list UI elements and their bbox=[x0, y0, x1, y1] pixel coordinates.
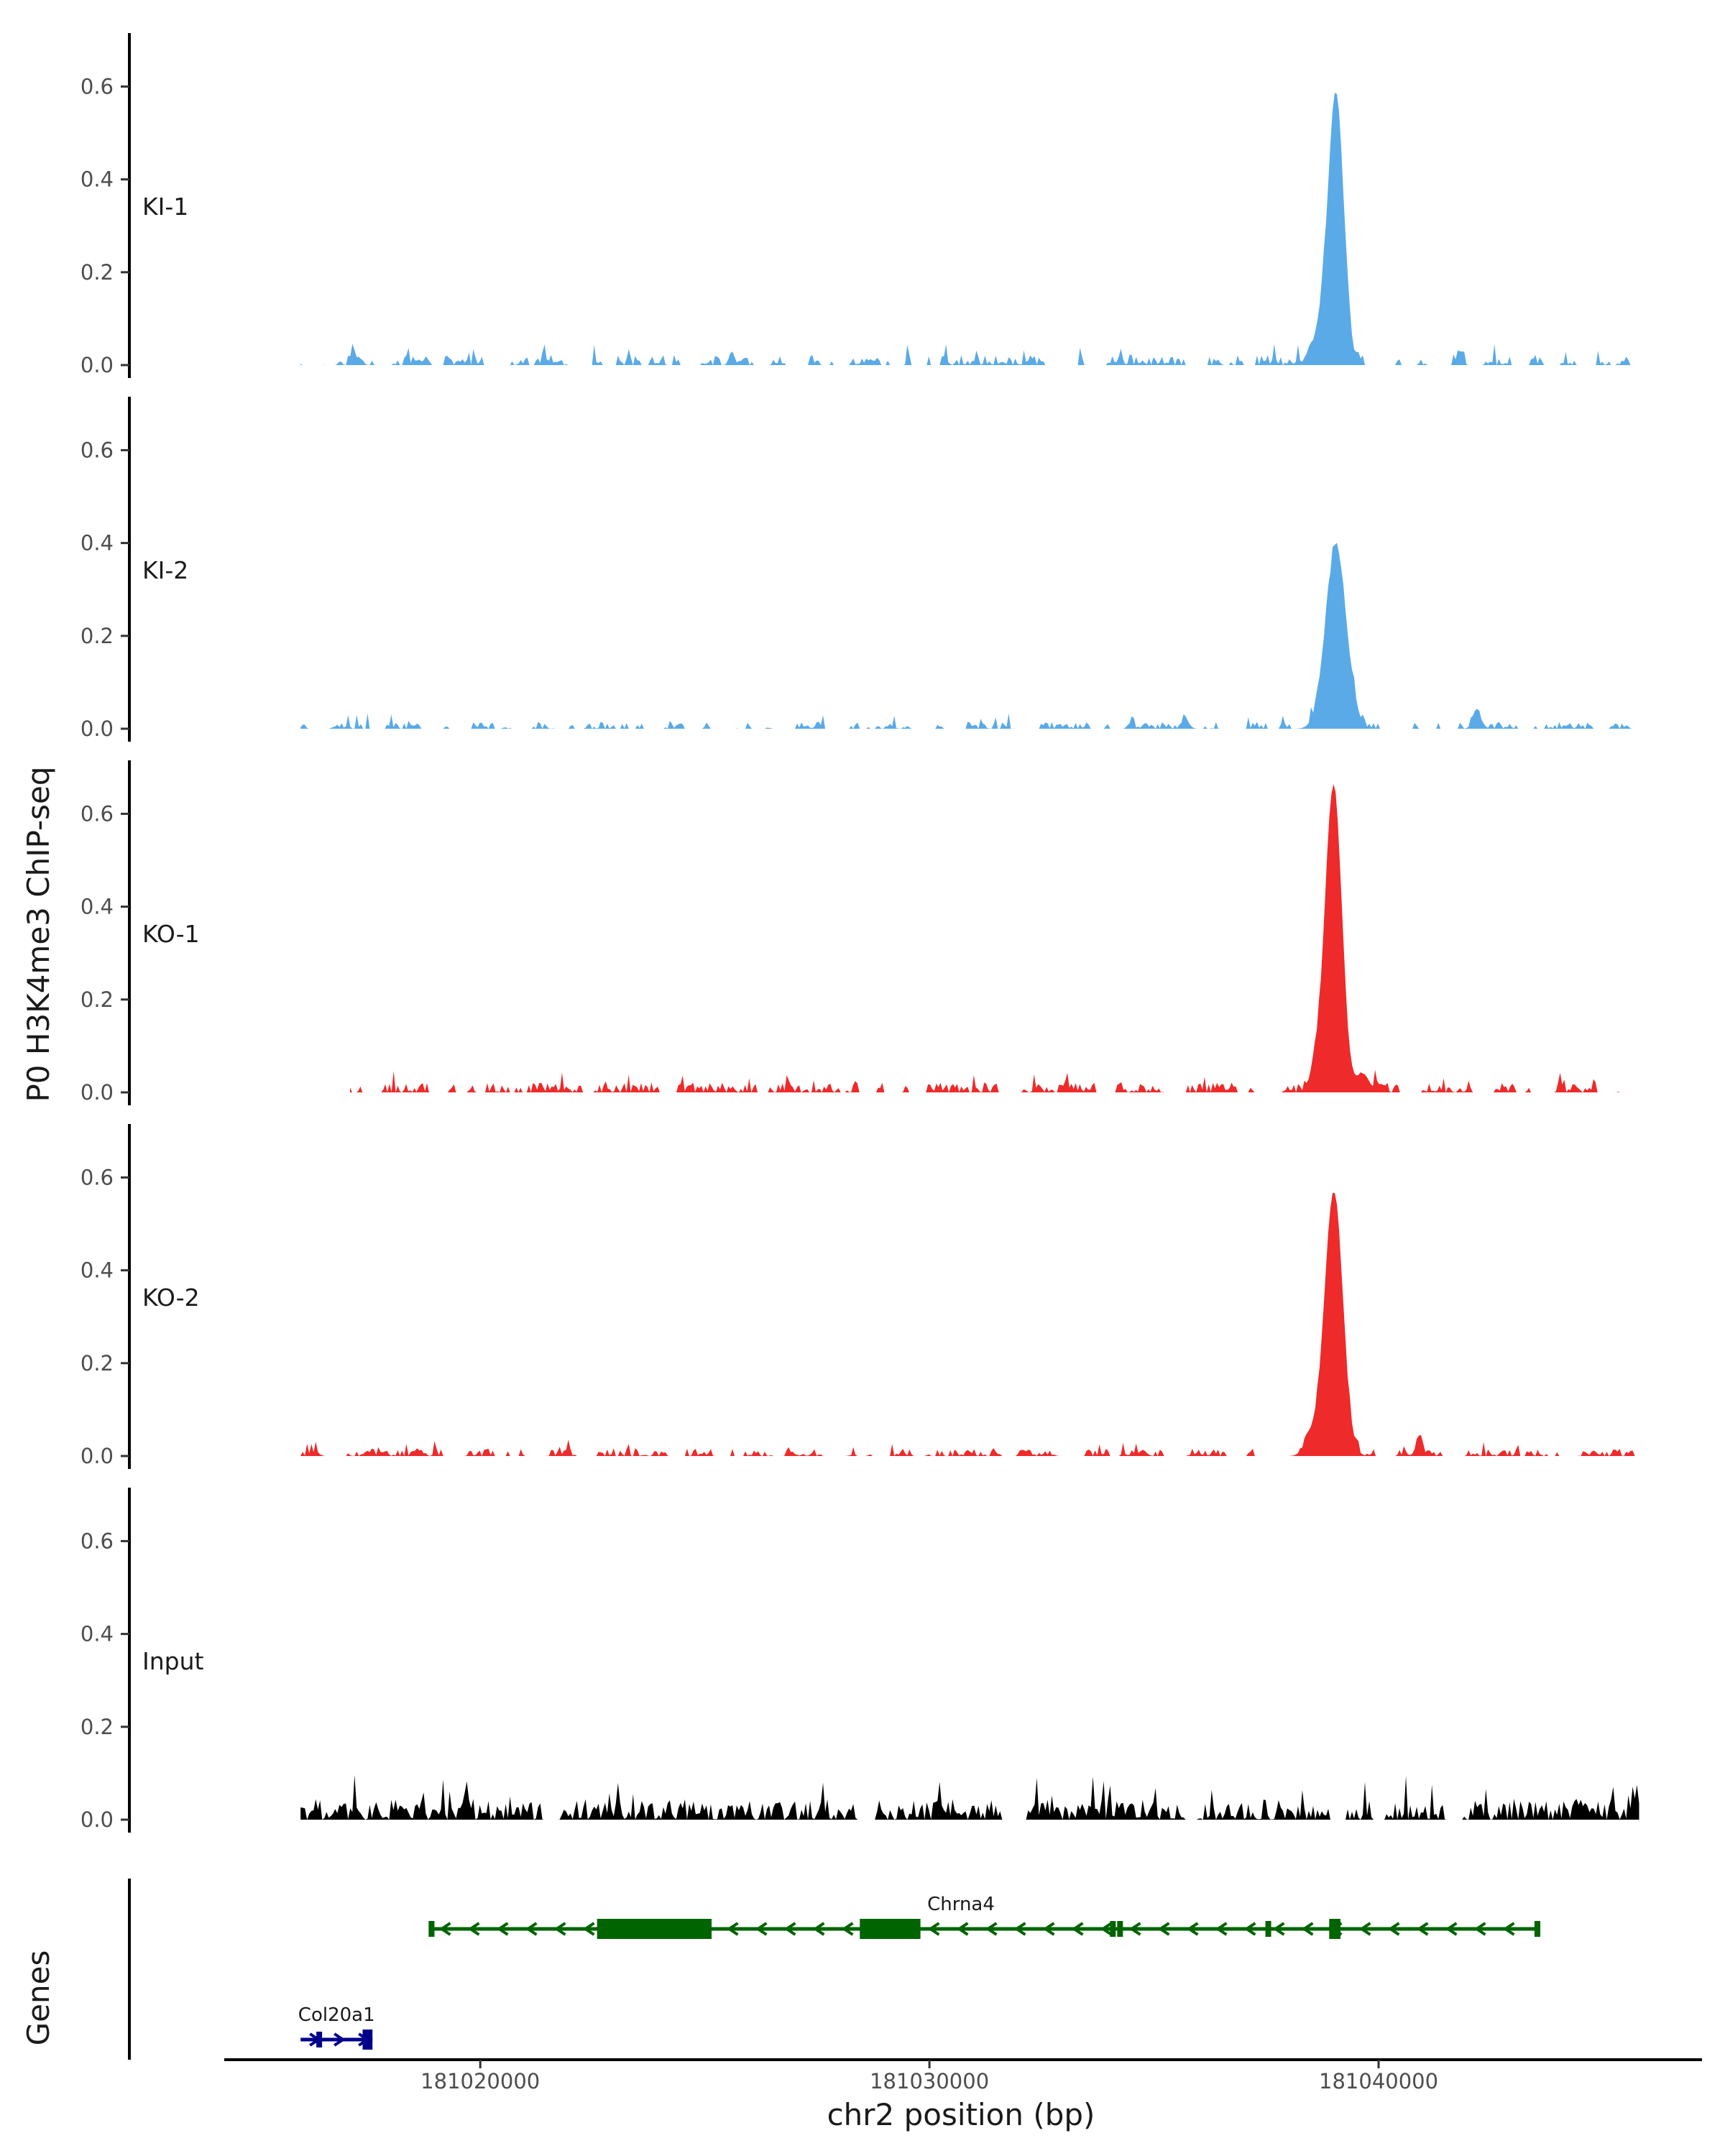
y-tick-label: 0.6 bbox=[80, 74, 114, 98]
x-tick-label: 181030000 bbox=[870, 2069, 989, 2093]
strand-arrow bbox=[841, 1922, 854, 1936]
signal-area bbox=[300, 543, 1639, 729]
strand-arrow bbox=[1387, 1922, 1400, 1936]
y-tick-label: 0.0 bbox=[80, 1444, 114, 1468]
strand-arrow bbox=[582, 1922, 595, 1936]
strand-arrow bbox=[812, 1922, 825, 1936]
strand-arrow bbox=[1013, 1922, 1026, 1936]
gene-exon bbox=[1329, 1919, 1340, 1939]
strand-arrow bbox=[334, 2032, 346, 2047]
strand-arrow bbox=[467, 1922, 480, 1936]
x-tick-label: 181020000 bbox=[420, 2069, 540, 2093]
y-tick-label: 0.4 bbox=[80, 895, 114, 919]
y-tick-label: 0.0 bbox=[80, 717, 114, 741]
y-tick-label: 0.0 bbox=[80, 1807, 114, 1832]
y-tick-label: 0.2 bbox=[80, 260, 114, 285]
y-tick-label: 0.2 bbox=[80, 987, 114, 1012]
gene-exon bbox=[597, 1919, 712, 1939]
gene-exon bbox=[1534, 1921, 1541, 1937]
gene-exon bbox=[316, 2032, 323, 2047]
strand-arrow bbox=[1042, 1922, 1055, 1936]
strand-arrow bbox=[1100, 1922, 1113, 1936]
genes-track-label: Genes bbox=[21, 1950, 56, 2046]
strand-arrow bbox=[438, 1922, 451, 1936]
strand-arrow bbox=[726, 1922, 739, 1936]
strand-arrow bbox=[1301, 1922, 1314, 1936]
gene-exon bbox=[1110, 1921, 1116, 1937]
signal-area bbox=[350, 784, 1639, 1092]
track-label: KI-2 bbox=[142, 556, 188, 584]
x-axis-title: chr2 position (bp) bbox=[827, 2097, 1095, 2132]
y-tick-label: 0.6 bbox=[80, 438, 114, 462]
gene-exon bbox=[1117, 1921, 1123, 1937]
y-tick-label: 0.2 bbox=[80, 1351, 114, 1376]
strand-arrow bbox=[956, 1922, 969, 1936]
x-tick-label: 181040000 bbox=[1319, 2069, 1438, 2093]
gene-chrna4: Chrna4 bbox=[428, 1894, 1541, 1939]
signal-area bbox=[300, 93, 1639, 365]
signal-area bbox=[300, 1774, 1639, 1820]
y-axis-title: P0 H3K4me3 ChIP-seq bbox=[21, 766, 56, 1102]
y-tick-label: 0.4 bbox=[80, 1258, 114, 1283]
y-tick-label: 0.6 bbox=[80, 801, 114, 826]
track-label: Input bbox=[142, 1647, 204, 1675]
y-tick-label: 0.4 bbox=[80, 167, 114, 192]
gene-exon bbox=[1265, 1921, 1271, 1937]
track-ko-1: 0.0 0.2 0.4 0.6 KO-1 bbox=[80, 760, 1639, 1105]
track-label: KI-1 bbox=[142, 193, 188, 221]
gene-exon bbox=[860, 1919, 921, 1939]
strand-arrow bbox=[1071, 1922, 1084, 1936]
strand-arrow bbox=[1243, 1922, 1256, 1936]
strand-arrow bbox=[1358, 1922, 1371, 1936]
strand-arrow bbox=[1157, 1922, 1170, 1936]
gene-col20a1: Col20a1 bbox=[298, 2004, 375, 2050]
strand-arrow bbox=[927, 1922, 940, 1936]
track-ko-2: 0.0 0.2 0.4 0.6 KO-2 bbox=[80, 1124, 1639, 1469]
y-tick-label: 0.2 bbox=[80, 1715, 114, 1739]
strand-arrow bbox=[755, 1922, 768, 1936]
y-tick-label: 0.4 bbox=[80, 1622, 114, 1646]
gene-exon bbox=[428, 1921, 435, 1937]
strand-arrow bbox=[1215, 1922, 1228, 1936]
y-tick-label: 0.0 bbox=[80, 353, 114, 377]
strand-arrow bbox=[1502, 1922, 1515, 1936]
y-tick-label: 0.0 bbox=[80, 1080, 114, 1105]
track-label: KO-2 bbox=[142, 1284, 200, 1312]
gene-exon bbox=[362, 2030, 373, 2050]
y-tick-label: 0.6 bbox=[80, 1529, 114, 1553]
strand-arrow bbox=[496, 1922, 509, 1936]
track-ki-1: 0.0 0.2 0.4 0.6 KI-1 bbox=[80, 33, 1639, 378]
strand-arrow bbox=[1416, 1922, 1429, 1936]
strand-arrow bbox=[553, 1922, 566, 1936]
gene-name-label: Col20a1 bbox=[298, 2004, 375, 2026]
strand-arrow bbox=[783, 1922, 796, 1936]
strand-arrow bbox=[525, 1922, 538, 1936]
y-tick-label: 0.2 bbox=[80, 624, 114, 648]
strand-arrow bbox=[1128, 1922, 1141, 1936]
strand-arrow bbox=[1186, 1922, 1199, 1936]
signal-area bbox=[300, 1192, 1639, 1456]
gene-name-label: Chrna4 bbox=[927, 1894, 995, 1915]
y-tick-label: 0.4 bbox=[80, 531, 114, 556]
track-ki-2: 0.0 0.2 0.4 0.6 KI-2 bbox=[80, 397, 1639, 742]
track-input: 0.0 0.2 0.4 0.6 Input bbox=[80, 1488, 1639, 1833]
y-tick-label: 0.6 bbox=[80, 1165, 114, 1189]
strand-arrow bbox=[985, 1922, 998, 1936]
strand-arrow bbox=[1473, 1922, 1486, 1936]
strand-arrow bbox=[1272, 1922, 1285, 1936]
strand-arrow bbox=[1445, 1922, 1458, 1936]
track-label: KO-1 bbox=[142, 920, 200, 948]
